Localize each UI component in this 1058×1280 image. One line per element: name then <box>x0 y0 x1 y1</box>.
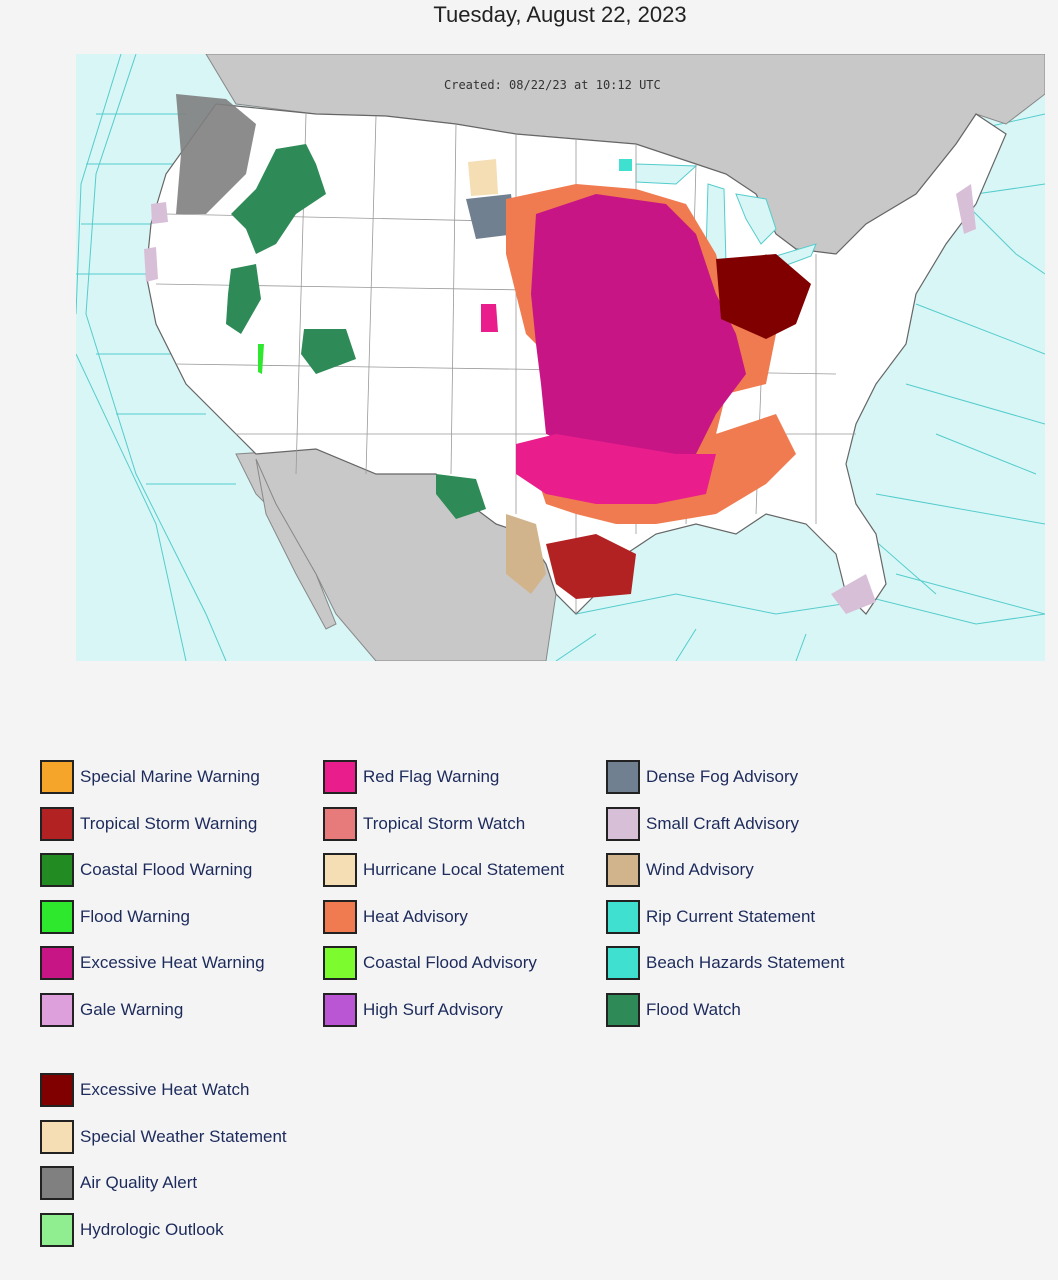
legend-label: Small Craft Advisory <box>646 814 800 833</box>
legend-swatch <box>323 946 357 980</box>
small-craft-area-ca <box>144 247 158 282</box>
legend-swatch <box>40 900 74 934</box>
legend-swatch <box>40 946 74 980</box>
flood-warning-area <box>258 344 264 374</box>
legend-swatch <box>40 1120 74 1154</box>
legend-label: Flood Watch <box>646 1000 741 1019</box>
legend-item: Air Quality Alert <box>40 1166 197 1200</box>
legend-item: Hydrologic Outlook <box>40 1213 224 1247</box>
legend-item: High Surf Advisory <box>323 993 503 1027</box>
legend-swatch <box>606 900 640 934</box>
legend-swatch <box>40 1166 74 1200</box>
legend-label: Tropical Storm Watch <box>363 814 526 833</box>
legend-swatch <box>40 807 74 841</box>
legend-item: Red Flag Warning <box>323 760 499 794</box>
legend-label: Beach Hazards Statement <box>646 953 845 972</box>
legend-label: High Surf Advisory <box>363 1000 503 1019</box>
legend-label: Excessive Heat Watch <box>80 1080 250 1099</box>
legend-label: Heat Advisory <box>363 907 468 926</box>
legend-swatch <box>323 993 357 1027</box>
wind-advisory-area <box>506 514 546 594</box>
legend-item: Rip Current Statement <box>606 900 815 934</box>
legend-swatch <box>40 1073 74 1107</box>
legend-item: Excessive Heat Watch <box>40 1073 249 1107</box>
legend-swatch <box>40 853 74 887</box>
legend-label: Coastal Flood Advisory <box>363 953 537 972</box>
legend-swatch <box>606 807 640 841</box>
legend-label: Rip Current Statement <box>646 907 816 926</box>
legend-label: Hurricane Local Statement <box>363 860 565 879</box>
alerts-map[interactable]: Created: 08/22/23 at 10:12 UTC <box>76 54 1045 661</box>
legend-swatch <box>606 946 640 980</box>
legend-label: Air Quality Alert <box>80 1173 198 1192</box>
legend-swatch <box>40 1213 74 1247</box>
legend-label: Tropical Storm Warning <box>80 814 258 833</box>
legend-label: Special Weather Statement <box>80 1127 287 1146</box>
legend-item: Hurricane Local Statement <box>323 853 564 887</box>
legend-item: Gale Warning <box>40 993 183 1027</box>
legend-label: Wind Advisory <box>646 860 754 879</box>
legend-item: Small Craft Advisory <box>606 807 799 841</box>
page-title: Tuesday, August 22, 2023 <box>433 2 687 27</box>
legend-swatch <box>323 760 357 794</box>
legend-swatch <box>40 993 74 1027</box>
legend-label: Flood Warning <box>80 907 190 926</box>
flood-watch-area-nw <box>231 144 326 254</box>
legend-label: Excessive Heat Warning <box>80 953 265 972</box>
legend-item: Tropical Storm Warning <box>40 807 257 841</box>
marine-zone-lines <box>76 54 1045 661</box>
legend-item: Special Marine Warning <box>40 760 260 794</box>
legend-item: Flood Warning <box>40 900 190 934</box>
rip-current-area <box>619 159 632 171</box>
legend-swatch <box>323 853 357 887</box>
legend-label: Red Flag Warning <box>363 767 500 786</box>
legend-label: Dense Fog Advisory <box>646 767 799 786</box>
special-weather-area <box>468 159 498 196</box>
legend-label: Special Marine Warning <box>80 767 260 786</box>
legend-swatch <box>40 760 74 794</box>
legend-label: Hydrologic Outlook <box>80 1220 224 1239</box>
legend-item: Heat Advisory <box>323 900 468 934</box>
excessive-heat-warning-area <box>531 194 746 464</box>
flood-watch-area-nv <box>226 264 261 334</box>
legend-label: Coastal Flood Warning <box>80 860 253 879</box>
small-craft-area-ne <box>956 184 976 234</box>
red-flag-warning-area-2 <box>481 304 498 332</box>
dense-fog-area <box>466 194 516 239</box>
flood-watch-area-tx <box>436 474 486 519</box>
legend-item: Wind Advisory <box>606 853 754 887</box>
excessive-heat-watch-area <box>716 254 811 339</box>
map-created-timestamp: Created: 08/22/23 at 10:12 UTC <box>444 78 661 92</box>
legend-swatch <box>606 853 640 887</box>
tropical-storm-warning-area <box>546 534 636 599</box>
legend-item: Coastal Flood Warning <box>40 853 252 887</box>
red-flag-warning-area <box>516 434 716 504</box>
legend-item: Dense Fog Advisory <box>606 760 798 794</box>
legend-swatch <box>323 807 357 841</box>
legend-item: Special Weather Statement <box>40 1120 287 1154</box>
legend-item: Flood Watch <box>606 993 741 1027</box>
legend-item: Excessive Heat Warning <box>40 946 265 980</box>
small-craft-area-fl <box>831 574 876 614</box>
air-quality-alert-area <box>176 94 256 214</box>
legend-label: Gale Warning <box>80 1000 184 1019</box>
legend-item: Coastal Flood Advisory <box>323 946 537 980</box>
legend-swatch <box>606 993 640 1027</box>
baja-peninsula <box>255 458 337 630</box>
legend-item: Beach Hazards Statement <box>606 946 844 980</box>
small-craft-area-or <box>151 202 168 224</box>
map-svg <box>76 54 1045 661</box>
lake-huron <box>735 193 777 245</box>
flood-watch-area-ut <box>301 329 356 374</box>
legend-item: Tropical Storm Watch <box>323 807 525 841</box>
legend-swatch <box>606 760 640 794</box>
legend-swatch <box>323 900 357 934</box>
